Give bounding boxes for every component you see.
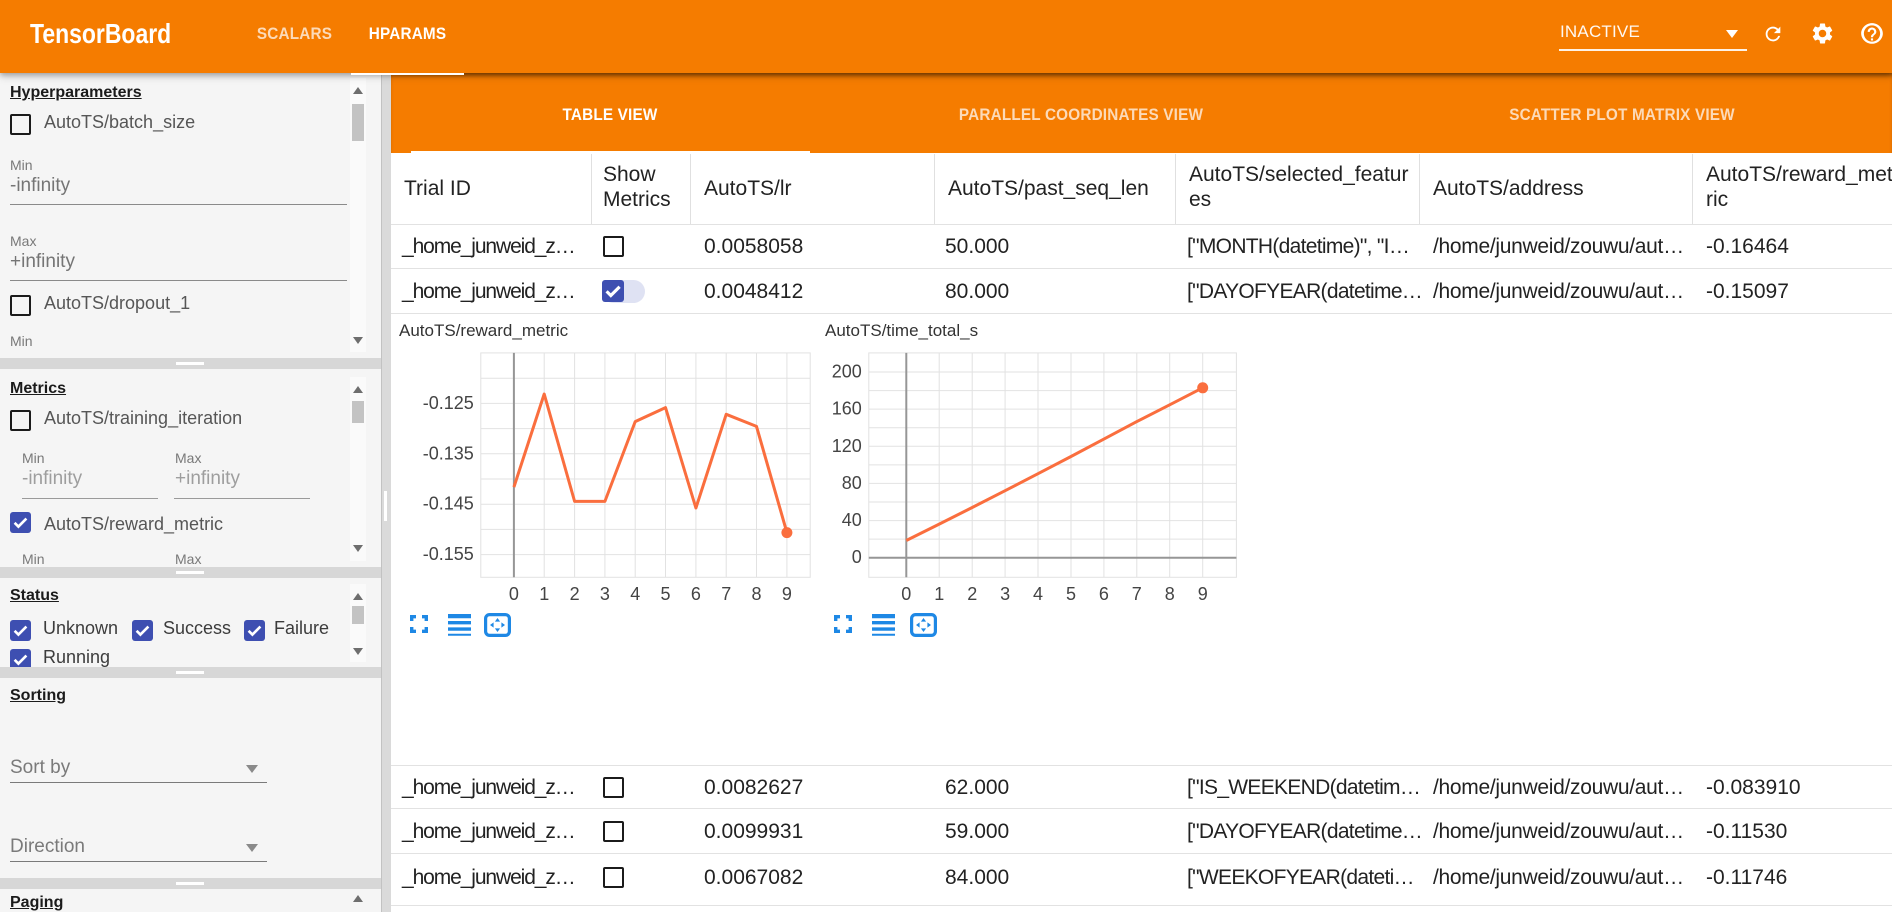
- svg-text:6: 6: [691, 584, 701, 604]
- svg-text:-0.145: -0.145: [423, 494, 474, 514]
- svg-text:-0.135: -0.135: [423, 443, 474, 463]
- svg-text:3: 3: [1000, 584, 1010, 604]
- svg-text:160: 160: [832, 399, 862, 419]
- svg-text:1: 1: [539, 584, 549, 604]
- svg-text:0: 0: [852, 547, 862, 567]
- svg-text:7: 7: [721, 584, 731, 604]
- svg-text:2: 2: [967, 584, 977, 604]
- svg-text:6: 6: [1099, 584, 1109, 604]
- svg-text:2: 2: [570, 584, 580, 604]
- svg-text:0: 0: [509, 584, 519, 604]
- svg-text:7: 7: [1132, 584, 1142, 604]
- svg-text:8: 8: [1165, 584, 1175, 604]
- svg-text:3: 3: [600, 584, 610, 604]
- svg-text:4: 4: [630, 584, 640, 604]
- svg-text:9: 9: [1198, 584, 1208, 604]
- svg-text:-0.125: -0.125: [423, 393, 474, 413]
- svg-text:200: 200: [832, 362, 862, 382]
- svg-text:40: 40: [842, 510, 862, 530]
- svg-text:8: 8: [751, 584, 761, 604]
- svg-text:5: 5: [660, 584, 670, 604]
- svg-text:80: 80: [842, 473, 862, 493]
- svg-text:5: 5: [1066, 584, 1076, 604]
- svg-text:1: 1: [934, 584, 944, 604]
- svg-text:-0.155: -0.155: [423, 544, 474, 564]
- svg-text:4: 4: [1033, 584, 1043, 604]
- svg-text:9: 9: [782, 584, 792, 604]
- svg-text:0: 0: [901, 584, 911, 604]
- svg-text:120: 120: [832, 436, 862, 456]
